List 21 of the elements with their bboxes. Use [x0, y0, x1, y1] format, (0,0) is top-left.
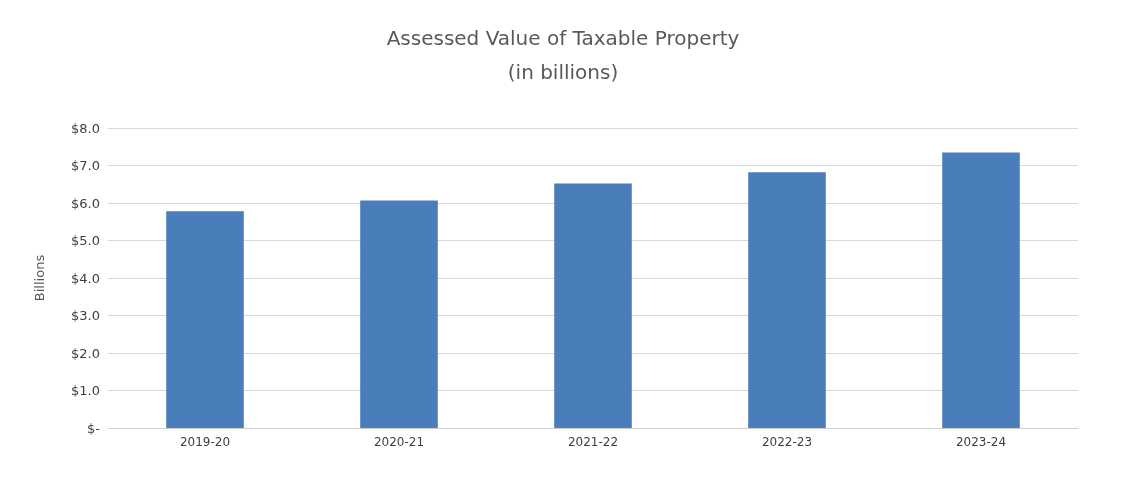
bar: [360, 200, 438, 428]
y-tick-label: $6.0: [71, 195, 100, 211]
x-tick-label: 2019-20: [179, 435, 231, 449]
y-tick-label: $5.0: [71, 233, 100, 248]
bar: [942, 152, 1020, 428]
y-tick-label: $4.0: [71, 270, 100, 286]
x-tick-label: 2023-24: [955, 435, 1007, 449]
y-tick-label: $7.0: [71, 158, 100, 173]
y-tick-label: $1.0: [71, 383, 100, 398]
bar: [166, 211, 244, 428]
x-tick-label: 2022-23: [761, 435, 813, 449]
y-tick-label: $3.0: [71, 308, 100, 323]
y-tick-label: $-: [87, 420, 101, 436]
bar: [554, 183, 632, 428]
bar: [748, 172, 826, 428]
x-tick-label: 2021-22: [567, 435, 619, 449]
y-axis-title: Billions: [32, 254, 47, 302]
chart-title: Assessed Value of Taxable Property (in billions): [386, 26, 740, 84]
x-tick-label: 2020-21: [373, 435, 425, 449]
y-tick-label: $2.0: [71, 345, 100, 361]
y-tick-label: $8.0: [71, 120, 100, 136]
